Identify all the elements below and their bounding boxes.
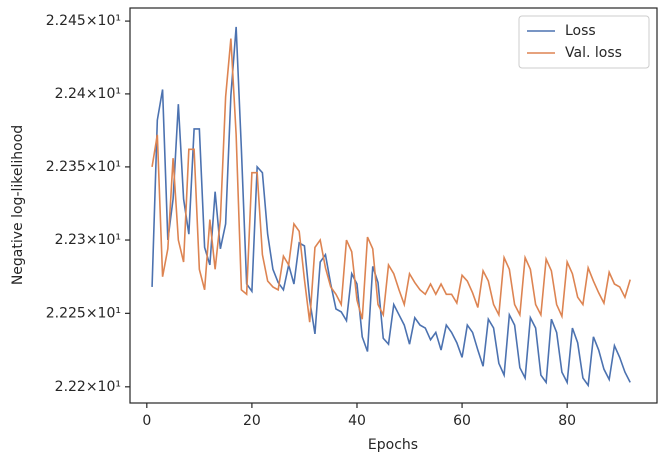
legend-label: Loss — [565, 23, 596, 39]
x-axis-label: Epochs — [368, 437, 418, 453]
legend-box — [518, 15, 650, 69]
line — [151, 26, 631, 388]
y-tick-label: 2.225×10¹ — [46, 305, 121, 321]
legend-label: Val. loss — [565, 45, 622, 61]
x-tick-label: 80 — [558, 413, 576, 429]
y-tick-label: 2.23×10¹ — [55, 232, 121, 248]
x-tick-label: 0 — [142, 413, 151, 429]
y-tick-label: 2.245×10¹ — [46, 13, 121, 29]
x-tick-label: 20 — [243, 413, 261, 429]
plot-frame — [129, 7, 658, 404]
x-tick-label: 40 — [348, 413, 366, 429]
y-tick-label: 2.22×10¹ — [55, 379, 121, 395]
y-tick-label: 2.24×10¹ — [55, 86, 121, 102]
y-axis-label: Negative log-likelihood — [10, 125, 26, 285]
x-tick-label: 60 — [453, 413, 471, 429]
line — [151, 38, 631, 323]
y-tick-label: 2.235×10¹ — [46, 159, 121, 175]
